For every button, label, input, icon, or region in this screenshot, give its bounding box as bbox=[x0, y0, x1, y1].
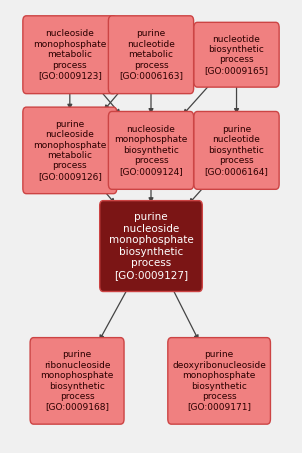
Text: purine
nucleoside
monophosphate
biosynthetic
process
[GO:0009127]: purine nucleoside monophosphate biosynth… bbox=[109, 212, 193, 280]
Text: purine
deoxyribonucleoside
monophosphate
biosynthetic
process
[GO:0009171]: purine deoxyribonucleoside monophosphate… bbox=[172, 350, 266, 411]
FancyBboxPatch shape bbox=[23, 16, 117, 94]
Text: nucleoside
monophosphate
metabolic
process
[GO:0009123]: nucleoside monophosphate metabolic proce… bbox=[33, 29, 107, 80]
Text: purine
nucleotide
metabolic
process
[GO:0006163]: purine nucleotide metabolic process [GO:… bbox=[119, 29, 183, 80]
Text: purine
nucleotide
biosynthetic
process
[GO:0006164]: purine nucleotide biosynthetic process [… bbox=[204, 125, 268, 176]
FancyBboxPatch shape bbox=[194, 111, 279, 189]
FancyBboxPatch shape bbox=[100, 201, 202, 292]
FancyBboxPatch shape bbox=[108, 111, 194, 189]
FancyBboxPatch shape bbox=[23, 107, 117, 194]
FancyBboxPatch shape bbox=[30, 337, 124, 424]
FancyBboxPatch shape bbox=[168, 337, 271, 424]
FancyBboxPatch shape bbox=[194, 22, 279, 87]
Text: purine
ribonucleoside
monophosphate
biosynthetic
process
[GO:0009168]: purine ribonucleoside monophosphate bios… bbox=[40, 350, 114, 411]
Text: purine
nucleoside
monophosphate
metabolic
process
[GO:0009126]: purine nucleoside monophosphate metaboli… bbox=[33, 120, 107, 181]
Text: nucleotide
biosynthetic
process
[GO:0009165]: nucleotide biosynthetic process [GO:0009… bbox=[204, 34, 268, 75]
FancyBboxPatch shape bbox=[108, 16, 194, 94]
Text: nucleoside
monophosphate
biosynthetic
process
[GO:0009124]: nucleoside monophosphate biosynthetic pr… bbox=[114, 125, 188, 176]
